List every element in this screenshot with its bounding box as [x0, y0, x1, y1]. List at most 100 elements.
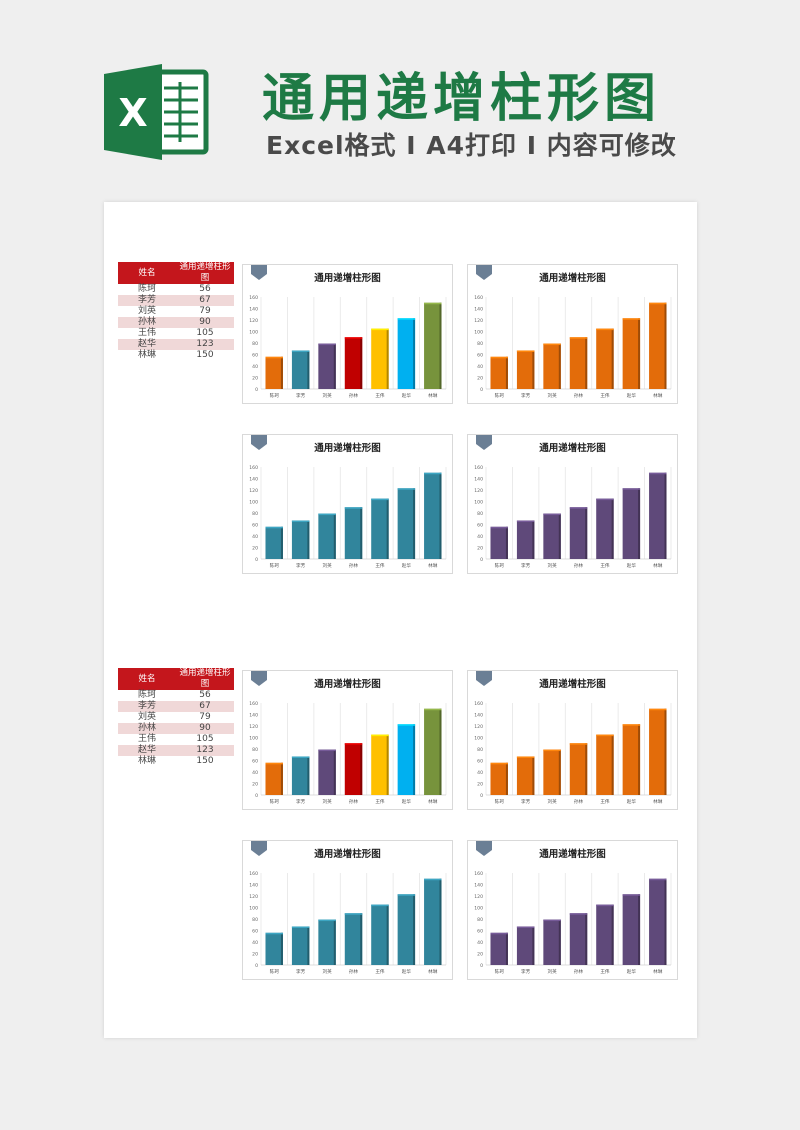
x-tick-label: 李芳	[296, 562, 306, 569]
y-tick-label: 160	[474, 701, 483, 707]
y-tick-label: 120	[249, 724, 258, 730]
table-header-row: 姓名 通用递增柱形图	[118, 668, 234, 690]
cell-name: 林琳	[137, 756, 156, 766]
bar	[516, 520, 535, 559]
y-tick-label: 160	[249, 871, 258, 877]
y-tick-label: 60	[477, 353, 483, 359]
x-tick-label: 林琳	[428, 392, 438, 399]
y-tick-label: 140	[474, 713, 483, 719]
x-tick-label: 林琳	[653, 798, 663, 805]
cell-name: 王伟	[137, 734, 156, 744]
x-tick-label: 林琳	[653, 392, 663, 399]
y-tick-label: 120	[474, 724, 483, 730]
y-tick-label: 100	[474, 500, 483, 506]
bar	[543, 343, 561, 389]
x-tick-label: 刘英	[322, 968, 332, 975]
y-tick-label: 160	[474, 295, 483, 301]
chart-plot: 0 20 40 60 80 100 120 140 160 陈珂 李芳 刘英 孙林 王伟 赵华 林琳	[474, 701, 672, 805]
bar	[490, 356, 508, 389]
bar	[516, 350, 535, 389]
data-table-1: 姓名 通用递增柱形图 陈珂 56 李芳 67 刘英 79 孙林 90 王伟 105 赵华 1…	[118, 262, 234, 361]
chart-plot: 0 20 40 60 80 100 120 140 160 陈珂 李芳 刘英 孙林 王伟 赵华 林琳	[474, 465, 672, 569]
x-tick-label: 孙林	[349, 392, 359, 399]
table-header-value: 通用递增柱形图	[176, 668, 234, 690]
cell-value: 123	[176, 339, 234, 350]
x-tick-label: 王伟	[600, 968, 610, 975]
bar	[371, 498, 389, 559]
cell-name: 李芳	[118, 701, 176, 712]
table-row: 王伟 105	[118, 734, 234, 745]
chart-flag-icon	[251, 435, 267, 450]
cell-name: 陈珂	[137, 690, 156, 700]
x-tick-label: 陈珂	[270, 798, 280, 805]
y-tick-label: 80	[252, 511, 258, 517]
table-header-name: 姓名	[118, 668, 176, 690]
bar-chart-2: 通用递增柱形图 0 20 40 60 80 100 120 140 160 陈珂 李芳 刘英 孙林 王伟 赵华…	[467, 264, 678, 404]
cell-value: 56	[199, 690, 211, 700]
x-tick-label: 孙林	[574, 392, 584, 399]
x-tick-label: 李芳	[521, 392, 531, 399]
cell-value: 105	[196, 734, 214, 744]
y-tick-label: 20	[477, 952, 483, 958]
x-tick-label: 刘英	[547, 968, 557, 975]
chart-flag-icon	[476, 671, 492, 686]
x-tick-label: 赵华	[402, 798, 412, 805]
cell-name: 赵华	[118, 745, 176, 756]
cell-name: 刘英	[137, 712, 156, 722]
x-tick-label: 孙林	[574, 562, 584, 569]
y-tick-label: 80	[477, 341, 483, 347]
x-tick-label: 刘英	[547, 392, 557, 399]
bar	[291, 520, 310, 559]
bar-chart-7: 通用递增柱形图 0 20 40 60 80 100 120 140 160 陈珂 李芳 刘英 孙林 王伟 赵华…	[242, 840, 453, 980]
y-tick-label: 140	[249, 477, 258, 483]
chart-plot: 0 20 40 60 80 100 120 140 160 陈珂 李芳 刘英 孙林 王伟 赵华 林琳	[474, 871, 672, 975]
bar	[596, 904, 614, 965]
y-tick-label: 100	[474, 906, 483, 912]
bar	[371, 734, 389, 795]
x-tick-label: 李芳	[296, 968, 306, 975]
y-tick-label: 80	[252, 917, 258, 923]
cell-name: 赵华	[118, 339, 176, 350]
y-tick-label: 120	[249, 894, 258, 900]
chart-plot: 0 20 40 60 80 100 120 140 160 陈珂 李芳 刘英 孙林 王伟 赵华 林琳	[249, 871, 447, 975]
table-row: 陈珂 56	[118, 284, 234, 295]
chart-flag-icon	[251, 671, 267, 686]
bar	[265, 526, 283, 559]
table-row: 赵华 123	[118, 745, 234, 756]
y-tick-label: 100	[249, 736, 258, 742]
table-row: 刘英 79	[118, 712, 234, 723]
x-tick-label: 赵华	[402, 562, 412, 569]
y-tick-label: 40	[252, 364, 258, 370]
table-row: 林琳 150	[118, 350, 234, 361]
bar-chart-5: 通用递增柱形图 0 20 40 60 80 100 120 140 160 陈珂 李芳 刘英 孙林 王伟 赵华…	[242, 670, 453, 810]
bar	[622, 318, 641, 389]
cell-name: 孙林	[118, 317, 176, 328]
y-tick-label: 40	[252, 770, 258, 776]
chart-title: 通用递增柱形图	[314, 273, 381, 284]
y-tick-label: 0	[480, 963, 483, 969]
x-tick-label: 赵华	[402, 392, 412, 399]
y-tick-label: 40	[252, 940, 258, 946]
chart-plot: 0 20 40 60 80 100 120 140 160 陈珂 李芳 刘英 孙林 王伟 赵华 林琳	[249, 465, 447, 569]
y-tick-label: 120	[474, 318, 483, 324]
bar	[543, 513, 561, 559]
table-row: 李芳 67	[118, 295, 234, 306]
bar	[291, 926, 310, 965]
y-tick-label: 100	[249, 330, 258, 336]
y-tick-label: 20	[252, 952, 258, 958]
bar	[265, 932, 283, 965]
cell-value: 67	[176, 295, 234, 306]
bar	[318, 343, 336, 389]
bar	[569, 743, 588, 795]
x-tick-label: 赵华	[402, 968, 412, 975]
x-tick-label: 王伟	[600, 392, 610, 399]
y-tick-label: 140	[249, 713, 258, 719]
y-tick-label: 60	[252, 759, 258, 765]
y-tick-label: 40	[477, 940, 483, 946]
x-tick-label: 赵华	[627, 562, 637, 569]
x-tick-label: 林琳	[428, 968, 438, 975]
bar	[649, 708, 667, 795]
y-tick-label: 60	[252, 353, 258, 359]
y-tick-label: 140	[249, 883, 258, 889]
chart-title: 通用递增柱形图	[539, 679, 606, 690]
